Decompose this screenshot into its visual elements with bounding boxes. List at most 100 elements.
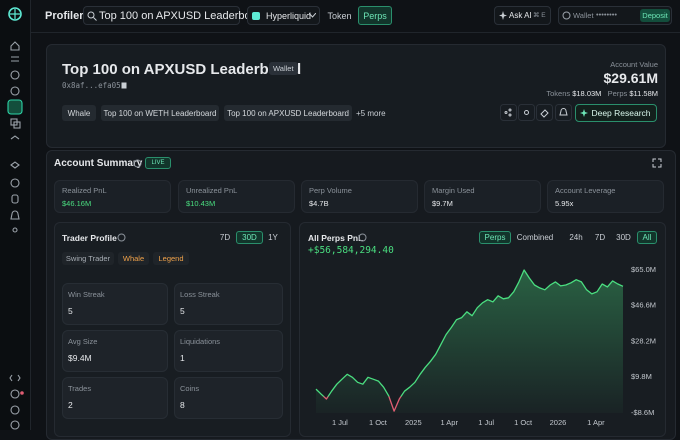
search-box[interactable]: Top 100 on APXUSD Leaderboard	[83, 6, 267, 25]
x-tick-label: 1 Oct	[514, 418, 533, 427]
info-icon[interactable]	[117, 233, 126, 242]
stat-card	[54, 180, 171, 213]
sidebar-icons[interactable]	[0, 36, 30, 430]
stat-label: Account Leverage	[555, 186, 616, 195]
info-icon[interactable]	[358, 233, 367, 242]
metric-label: Win Streak	[68, 290, 105, 299]
tag[interactable]: Top 100 on APXUSD Leaderboard	[224, 105, 352, 121]
shortcut: ⌘ E	[533, 12, 546, 19]
metric-value: 5	[180, 306, 185, 316]
stat-value: $9.7M	[432, 199, 453, 208]
live-badge: LIVE	[145, 157, 171, 169]
search-icon	[87, 11, 97, 21]
x-tick-label: 2025	[405, 418, 422, 427]
mode-tab[interactable]: Combined	[516, 233, 554, 242]
pnl-line	[315, 269, 624, 412]
metric-label: Avg Size	[68, 337, 98, 346]
ask-ai-button[interactable]	[494, 6, 551, 25]
x-tick-label: 1 Jul	[478, 418, 494, 427]
tokens-value: $18.03M	[572, 89, 602, 98]
stat-card	[547, 180, 664, 213]
metric-card	[62, 283, 168, 325]
sidebar	[0, 0, 31, 430]
copy-icon[interactable]	[121, 82, 127, 89]
tab[interactable]: Token	[327, 10, 352, 21]
x-tick-label: 1 Apr	[440, 418, 458, 427]
stat-card	[178, 180, 295, 213]
metric-card	[62, 330, 168, 372]
range-tab[interactable]: 30D	[236, 231, 263, 244]
trait-tag: Whale	[118, 252, 149, 265]
metric-label: Trades	[68, 384, 92, 393]
expand-icon[interactable]	[652, 158, 662, 168]
stat-value: 5.95x	[555, 199, 574, 208]
perps-value: $11.58M	[629, 89, 658, 98]
x-tick-label: 1 Jul	[332, 418, 348, 427]
metric-value: 2	[68, 400, 73, 410]
research-icon	[580, 109, 588, 117]
tab[interactable]: Perps	[358, 6, 392, 25]
range-tab[interactable]: All	[637, 231, 657, 244]
y-tick-label: $9.8M	[631, 372, 652, 381]
metric-value: 5	[68, 306, 73, 316]
pnl-chart: $65.0M $46.6M $28.2M $9.8M -$8.6M 1 Jul 1 Oct 2…	[315, 265, 656, 427]
wallet-label: Wallet	[573, 11, 594, 20]
range-tab[interactable]: 1Y	[268, 233, 278, 242]
pnl-total: +$56,584,294.40	[308, 245, 394, 256]
account-value: $29.61M	[603, 70, 658, 86]
stat-value: $10.43M	[186, 199, 216, 208]
sparkle-icon	[499, 11, 507, 20]
profile-title: Top 100 on APXUSD Leaderboard	[62, 61, 302, 78]
metric-card	[174, 377, 283, 419]
deep-research-button[interactable]: Deep Research	[575, 104, 657, 122]
metric-card	[174, 283, 283, 325]
trait-tag: Legend	[153, 252, 189, 265]
metric-label: Liquidations	[180, 337, 221, 346]
deposit-button[interactable]: Deposit	[640, 9, 670, 22]
balances: Tokens $18.03M Perps $11.58M	[546, 89, 658, 98]
pnl-title: All Perps PnL	[308, 233, 364, 243]
stat-value: $46.16M	[62, 199, 92, 208]
summary-title: Account Summary	[54, 158, 143, 169]
y-tick-label: $65.0M	[631, 265, 656, 274]
wallet-address: ••••••••	[596, 10, 618, 19]
info-icon[interactable]	[133, 159, 142, 168]
ask-ai-label: Ask AI	[509, 11, 532, 20]
tag[interactable]: Whale	[62, 105, 96, 121]
wallet-icon	[562, 11, 571, 20]
network-select[interactable]: Hyperliquid	[247, 6, 320, 25]
metric-value: $9.4M	[68, 353, 92, 363]
account-value-label: Account Value	[610, 60, 658, 69]
tag[interactable]: Top 100 on WETH Leaderboard	[101, 105, 219, 121]
logo[interactable]	[7, 6, 23, 22]
pnl-area	[316, 270, 623, 413]
more-tags[interactable]: +5 more	[356, 109, 386, 118]
y-tick-label: $46.6M	[631, 301, 656, 310]
y-tick-label: $28.2M	[631, 336, 656, 345]
action-icons[interactable]	[500, 104, 572, 122]
topbar	[31, 0, 680, 33]
app-name: Profiler	[45, 10, 84, 22]
metric-value: 8	[180, 400, 185, 410]
range-tab[interactable]: 7D	[219, 233, 231, 242]
trader-profile-title: Trader Profile	[62, 233, 117, 243]
stat-card	[424, 180, 541, 213]
perps-label: Perps	[607, 89, 628, 98]
chevron	[309, 13, 316, 18]
network-icon	[252, 12, 260, 20]
range-tab[interactable]: 7D	[594, 233, 606, 242]
x-tick-label: 2026	[550, 418, 567, 427]
trait-tag: Swing Trader	[62, 252, 114, 265]
mode-tab[interactable]: Perps	[479, 231, 511, 244]
tokens-label: Tokens	[546, 89, 571, 98]
stat-card	[301, 180, 418, 213]
metric-card	[174, 330, 283, 372]
x-tick-label: 1 Oct	[369, 418, 388, 427]
badge: Wallet	[269, 62, 298, 75]
metric-card	[62, 377, 168, 419]
range-tab[interactable]: 24h	[569, 233, 583, 242]
y-tick-label: -$8.6M	[631, 408, 654, 417]
range-tab[interactable]: 30D	[616, 233, 631, 242]
